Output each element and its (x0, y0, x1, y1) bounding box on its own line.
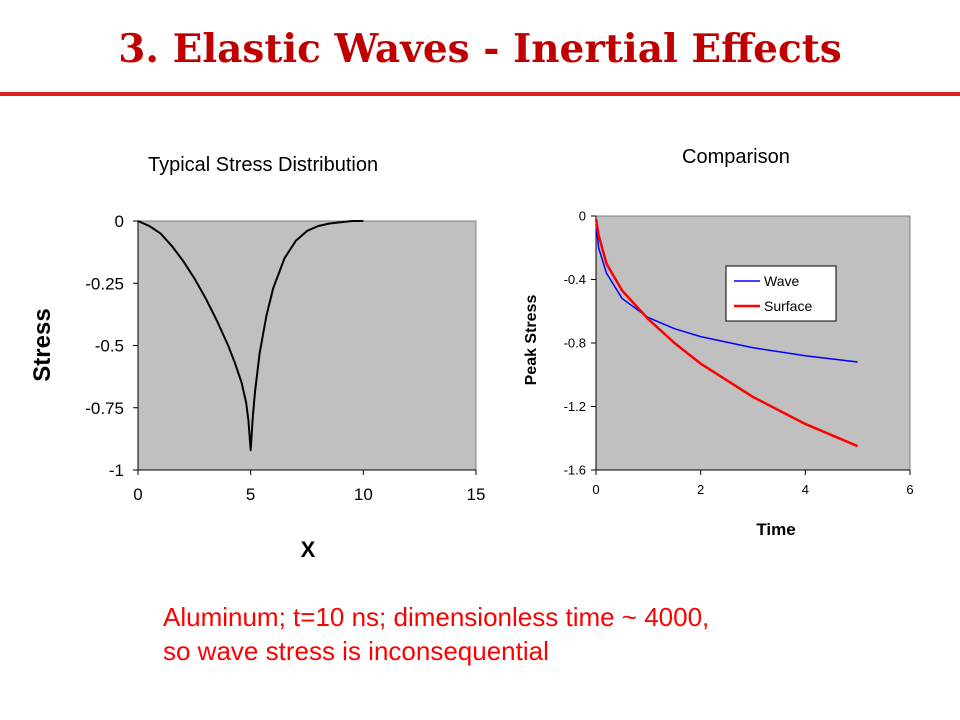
chart-title-left: Typical Stress Distribution (148, 154, 379, 176)
right-x-tick-label: 4 (802, 482, 809, 497)
right-y-axis-title: Peak Stress (523, 295, 540, 386)
left-y-tick-label: -0.75 (85, 399, 124, 418)
title-divider (0, 92, 960, 96)
right-y-tick-label: -1.6 (564, 463, 586, 478)
left-x-tick-label: 0 (133, 485, 142, 504)
caption-line-2: so wave stress is inconsequential (163, 636, 549, 666)
left-series-line (137, 220, 364, 452)
left-y-tick-label: -0.5 (95, 337, 124, 356)
right-y-tick-label: -1.2 (564, 399, 586, 414)
right-x-axis-title: Time (756, 520, 795, 539)
right-y-tick-label: -0.4 (564, 272, 586, 287)
right-y-tick-label: -0.8 (564, 336, 586, 351)
left-y-tick-label: -1 (109, 461, 124, 480)
right-x-tick-label: 6 (906, 482, 913, 497)
caption-line-1: Aluminum; t=10 ns; dimensionless time ~ … (163, 602, 710, 632)
right-plot-area (595, 215, 911, 471)
left-x-tick-label: 15 (467, 485, 486, 504)
right-x-tick-label: 0 (592, 482, 599, 497)
right-y-tick-label: 0 (579, 209, 586, 224)
right-legend-label: Wave (764, 273, 799, 289)
caption: Aluminum; t=10 ns; dimensionless time ~ … (163, 600, 709, 668)
left-x-tick-label: 5 (246, 485, 255, 504)
right-legend (725, 265, 837, 322)
left-y-tick-label: -0.25 (85, 274, 124, 293)
right-series-line-wave (595, 223, 858, 363)
left-plot-area (137, 220, 477, 471)
left-y-axis-title: Stress (29, 308, 56, 381)
right-series-line-surface (594, 218, 859, 448)
left-x-tick-label: 10 (354, 485, 373, 504)
slide-title: 3. Elastic Waves - Inertial Effects (118, 26, 842, 72)
chart-title-right: Comparison (682, 146, 790, 168)
right-x-tick-label: 2 (697, 482, 704, 497)
right-legend-label: Surface (764, 298, 812, 314)
left-x-axis-title: X (301, 537, 316, 562)
left-y-tick-label: 0 (115, 212, 124, 231)
